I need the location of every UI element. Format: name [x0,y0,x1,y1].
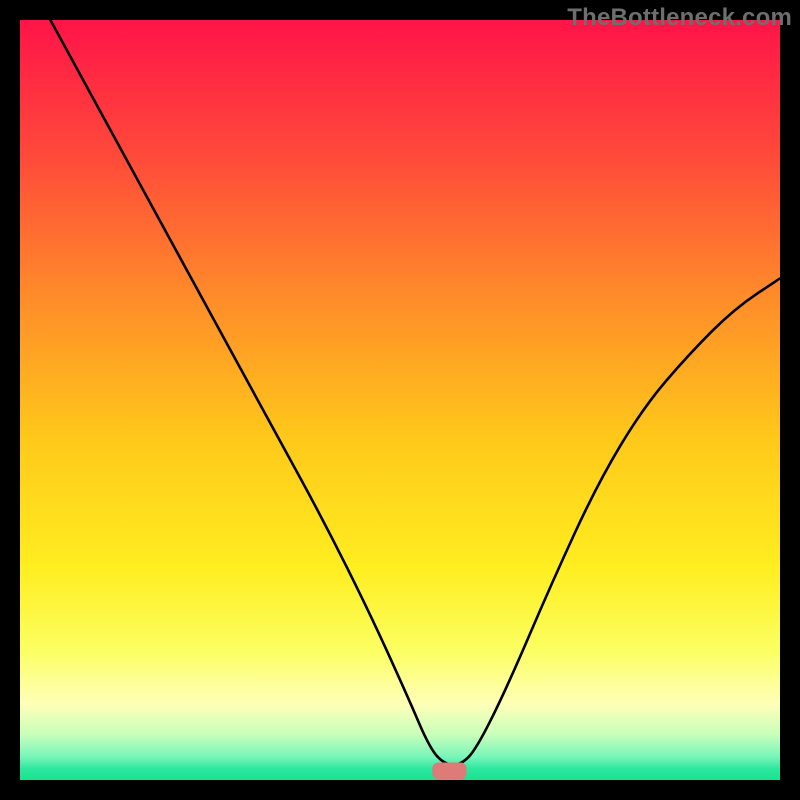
bottleneck-curve-chart [0,0,800,800]
plot-background [20,20,780,780]
optimal-point-marker [432,763,466,780]
watermark-text: TheBottleneck.com [567,4,792,32]
chart-frame: TheBottleneck.com [0,0,800,800]
